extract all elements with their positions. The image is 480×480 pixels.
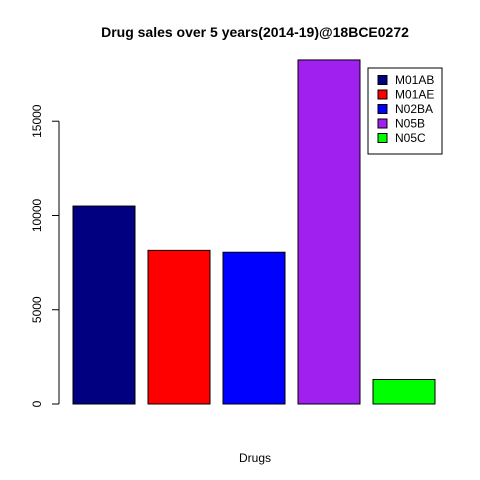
y-tick-label: 10000 <box>30 198 44 232</box>
legend-swatch <box>378 134 387 143</box>
legend-label: M01AE <box>395 88 434 102</box>
bar-n02ba <box>223 252 285 404</box>
legend-label: N05B <box>395 117 425 131</box>
bar-n05c <box>373 379 435 404</box>
legend-swatch <box>378 119 387 128</box>
chart-title: Drug sales over 5 years(2014-19)@18BCE02… <box>101 24 409 40</box>
legend-swatch <box>378 105 387 114</box>
legend-label: N02BA <box>395 102 433 116</box>
y-tick-label: 0 <box>30 400 44 407</box>
y-tick-label: 15000 <box>30 104 44 138</box>
y-tick-label: 5000 <box>30 296 44 323</box>
bar-n05b <box>298 60 360 404</box>
bar-m01ab <box>73 206 135 404</box>
legend-label: N05C <box>395 131 426 145</box>
legend-swatch <box>378 76 387 85</box>
legend-label: M01AB <box>395 73 434 87</box>
y-axis: 0 5000 10000 15000 <box>30 104 59 407</box>
x-axis-label: Drugs <box>239 451 271 465</box>
bar-m01ae <box>148 250 210 404</box>
legend-swatch <box>378 90 387 99</box>
